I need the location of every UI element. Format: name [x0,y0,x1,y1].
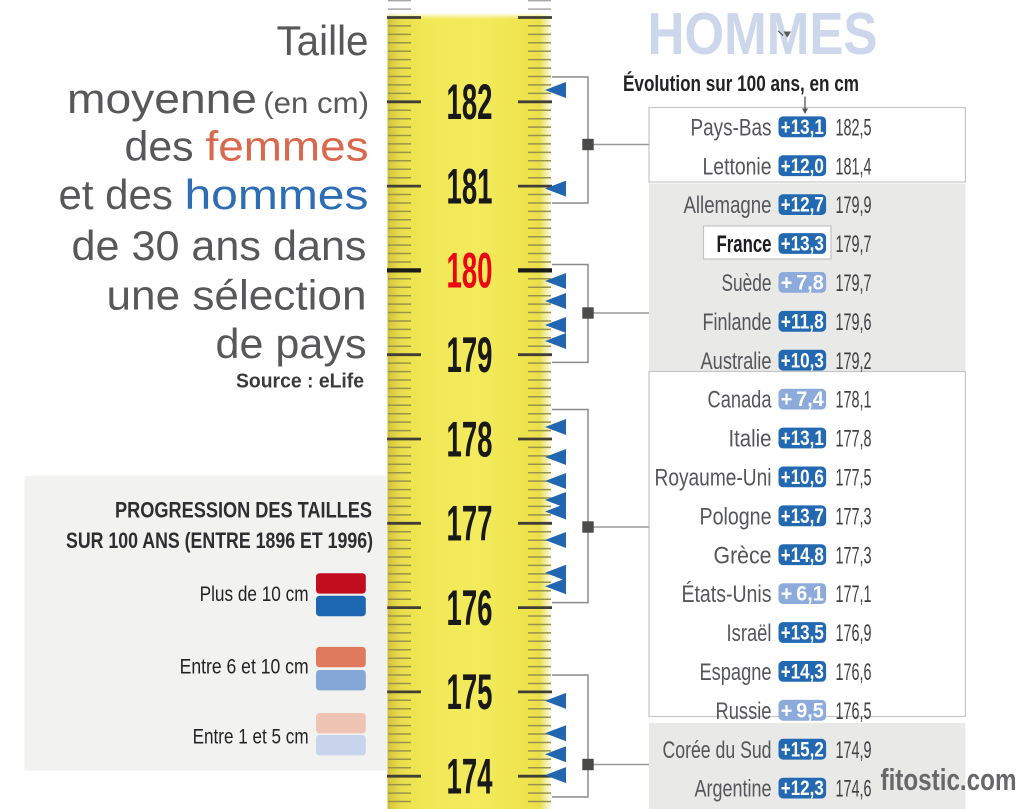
svg-text:Entre 6 et 10 cm: Entre 6 et 10 cm [180,655,309,678]
svg-text:Allemagne: Allemagne [684,192,772,219]
svg-text:Espagne: Espagne [700,659,772,686]
svg-text:176,6: 176,6 [836,659,872,686]
svg-text:Australie: Australie [701,348,772,375]
svg-text:177,3: 177,3 [836,503,872,530]
svg-text:Finlande: Finlande [703,309,772,336]
svg-text:179,6: 179,6 [836,309,872,336]
svg-text:Argentine: Argentine [695,776,772,803]
svg-text:SUR 100 ANS (ENTRE 1896 ET 199: SUR 100 ANS (ENTRE 1896 ET 1996) [66,528,373,553]
svg-text:179,2: 179,2 [836,348,872,375]
svg-text:+15,2: +15,2 [781,738,824,761]
svg-text:+13,1: +13,1 [781,427,824,450]
svg-text:174,6: 174,6 [836,776,872,803]
svg-text:176: 176 [447,580,493,636]
svg-text:+ 9,5: + 9,5 [781,699,824,722]
svg-text:Canada: Canada [708,387,772,414]
svg-text:179,9: 179,9 [836,192,872,219]
svg-text:180: 180 [447,243,493,299]
svg-text:+13,3: +13,3 [781,233,824,256]
svg-text:Italie: Italie [729,426,772,453]
svg-text:181,4: 181,4 [836,153,872,180]
svg-text:176,5: 176,5 [836,698,872,725]
svg-text:+ 7,4: + 7,4 [781,388,824,411]
svg-text:+12,0: +12,0 [781,155,824,178]
svg-text:179,7: 179,7 [836,270,872,297]
svg-text:182: 182 [447,74,493,130]
svg-text:et des hommes: et des hommes [59,171,369,218]
svg-text:181: 181 [447,158,493,214]
svg-text:179,7: 179,7 [836,231,872,258]
svg-text:177,8: 177,8 [836,426,872,453]
svg-text:175: 175 [447,664,493,720]
svg-text:+ 6,1: + 6,1 [781,583,824,606]
svg-text:177,1: 177,1 [836,581,872,608]
svg-text:+11,8: +11,8 [781,310,824,333]
svg-text:176,9: 176,9 [836,620,872,647]
svg-text:177,3: 177,3 [836,542,872,569]
svg-text:Taille: Taille [277,17,369,64]
svg-text:+14,8: +14,8 [781,544,824,567]
svg-text:Entre 1 et 5 cm: Entre 1 et 5 cm [193,725,309,748]
svg-text:+12,7: +12,7 [781,194,824,217]
svg-text:178,1: 178,1 [836,387,872,414]
svg-text:+10,3: +10,3 [781,349,824,372]
svg-text:174,9: 174,9 [836,737,872,764]
svg-text:Plus de 10 cm: Plus de 10 cm [200,583,309,606]
svg-text:Pologne: Pologne [700,503,772,530]
svg-text:une sélection: une sélection [107,272,367,319]
svg-text:PROGRESSION DES TAILLES: PROGRESSION DES TAILLES [115,498,372,523]
svg-text:+ 7,8: + 7,8 [781,272,824,295]
svg-text:+13,5: +13,5 [781,622,824,645]
svg-text:HOMMES: HOMMES [648,1,878,67]
svg-text:Suède: Suède [722,270,772,297]
svg-text:Israël: Israël [727,620,772,647]
svg-text:179: 179 [447,327,493,383]
svg-text:Corée du Sud: Corée du Sud [663,737,772,764]
svg-text:+13,7: +13,7 [781,505,824,528]
svg-text:France: France [717,231,772,258]
svg-text:Source : eLife: Source : eLife [236,371,364,393]
svg-text:de pays: de pays [216,320,367,367]
svg-text:Lettonie: Lettonie [703,153,772,180]
svg-text:Évolution sur 100 ans, en cm: Évolution sur 100 ans, en cm [623,71,859,96]
svg-text:moyenne (en cm): moyenne (en cm) [67,75,369,122]
svg-text:Grèce: Grèce [714,542,772,569]
svg-text:des femmes: des femmes [125,123,369,170]
svg-text:177,5: 177,5 [836,465,872,492]
svg-text:Royaume-Uni: Royaume-Uni [655,465,772,492]
svg-text:177: 177 [447,496,493,552]
svg-text:+13,1: +13,1 [781,116,824,139]
svg-text:Russie: Russie [716,698,772,725]
svg-text:178: 178 [447,411,493,467]
svg-text:+12,3: +12,3 [781,777,824,800]
svg-text:+14,3: +14,3 [781,661,824,684]
svg-text:Pays-Bas: Pays-Bas [691,114,772,141]
svg-text:174: 174 [447,749,493,805]
svg-text:de 30 ans dans: de 30 ans dans [72,222,367,269]
svg-text:182,5: 182,5 [836,114,872,141]
svg-text:États-Unis: États-Unis [682,581,772,608]
svg-text:fitostic.com: fitostic.com [881,762,1017,797]
svg-text:+10,6: +10,6 [781,466,824,489]
